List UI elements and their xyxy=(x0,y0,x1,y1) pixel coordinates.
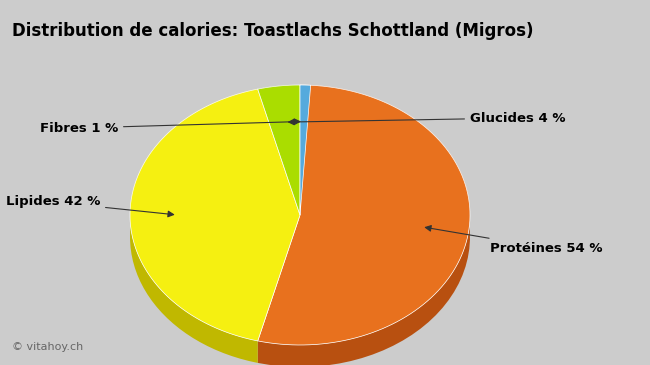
Text: Glucides 4 %: Glucides 4 % xyxy=(289,111,566,125)
Text: Protéines 54 %: Protéines 54 % xyxy=(425,226,603,254)
Polygon shape xyxy=(130,89,300,341)
Polygon shape xyxy=(257,85,470,345)
Polygon shape xyxy=(300,85,311,107)
Polygon shape xyxy=(257,85,300,111)
Text: Lipides 42 %: Lipides 42 % xyxy=(6,196,174,217)
Polygon shape xyxy=(300,85,311,215)
Polygon shape xyxy=(257,85,300,215)
Text: Distribution de calories: Toastlachs Schottland (Migros): Distribution de calories: Toastlachs Sch… xyxy=(12,22,534,40)
Polygon shape xyxy=(130,89,257,363)
Polygon shape xyxy=(257,85,470,365)
Text: © vitahoy.ch: © vitahoy.ch xyxy=(12,342,83,352)
Text: Fibres 1 %: Fibres 1 % xyxy=(40,119,300,134)
